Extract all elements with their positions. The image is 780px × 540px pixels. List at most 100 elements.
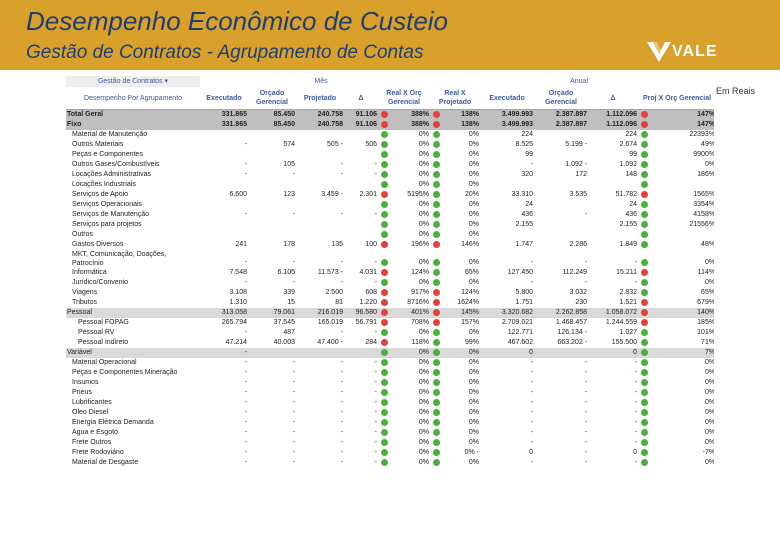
section-anual: Anual	[570, 77, 588, 85]
value-cell	[534, 180, 588, 190]
row-label: Lubrificantes	[72, 399, 112, 406]
status-cell	[638, 368, 650, 378]
value-cell: -	[584, 449, 588, 456]
status-green-icon	[640, 150, 648, 158]
status-green-icon	[432, 200, 440, 208]
status-cell	[430, 398, 442, 408]
value-cell: 608	[365, 289, 377, 296]
status-cell	[430, 220, 442, 230]
value-cell: 1.468.457	[555, 319, 588, 326]
value-cell: 3.499.993	[480, 120, 535, 130]
value-cell: 5195%	[407, 191, 429, 198]
value-cell: -	[292, 171, 295, 178]
status-cell	[638, 120, 651, 130]
value-cell: 0%	[418, 409, 429, 416]
value-cell: 0%	[418, 459, 429, 466]
status-green-icon	[640, 398, 648, 406]
value-cell: 6.600	[229, 191, 247, 198]
status-green-icon	[432, 448, 440, 456]
value-cell: 147%	[650, 120, 714, 130]
value-cell: 1.521	[619, 299, 638, 306]
status-red-icon	[432, 318, 440, 326]
row-label: Frete Outros	[72, 439, 112, 446]
table-row: Frete Outros - - - - 0% 0% - - - 0%	[66, 438, 714, 448]
value-cell: 124%	[461, 289, 480, 296]
status-cell	[378, 230, 390, 240]
value-cell	[344, 230, 378, 240]
value-cell: -	[244, 161, 247, 168]
col-orcado-anual: Orçado Gerencial	[534, 87, 589, 110]
value-cell	[534, 348, 589, 358]
value-cell: -	[340, 359, 343, 366]
value-cell	[344, 348, 378, 358]
value-cell: 2.709.021	[501, 319, 534, 326]
value-cell: 0%	[418, 141, 429, 148]
value-cell: 33.310	[511, 191, 534, 198]
value-cell: 0%	[418, 379, 429, 386]
status-red-icon	[432, 120, 440, 128]
value-cell: -	[374, 419, 377, 426]
value-cell	[296, 130, 344, 140]
status-green-icon	[640, 170, 648, 178]
value-cell: -7%	[702, 449, 714, 456]
value-cell: 3.320.682	[480, 308, 535, 318]
table-row: Fixo 331.865 85.450 240.758 91.106 388% 138% 3.…	[66, 120, 714, 130]
value-cell: -	[530, 259, 534, 266]
value-cell: 21556%	[689, 221, 714, 228]
value-cell: 0%	[442, 348, 481, 358]
value-cell: 0%	[704, 259, 714, 266]
value-cell: -	[634, 369, 638, 376]
status-green-icon	[380, 448, 388, 456]
value-cell: -	[584, 429, 588, 436]
status-green-icon	[380, 180, 388, 188]
value-cell: 15	[287, 299, 295, 306]
value-cell: -	[292, 459, 295, 466]
value-cell: 3.459 -	[321, 191, 343, 198]
table-row: Água e Esgoto - - - - 0% 0% - - - 0%	[66, 428, 714, 438]
value-cell: 124%	[411, 269, 429, 276]
status-cell	[378, 250, 390, 268]
status-cell	[430, 180, 442, 190]
value-cell: -	[530, 399, 534, 406]
status-green-icon	[380, 278, 388, 286]
status-green-icon	[640, 130, 648, 138]
value-cell: 1565%	[693, 191, 714, 198]
row-label: Outros Gases/Combustíveis	[72, 161, 160, 168]
value-cell	[200, 150, 248, 160]
value-cell: 506	[365, 141, 377, 148]
value-cell: -	[340, 329, 343, 336]
value-cell: 1.092 -	[565, 161, 588, 168]
value-cell: 0%	[468, 439, 480, 446]
value-cell: 185%	[697, 319, 714, 326]
status-red-icon	[380, 190, 388, 198]
status-cell	[430, 140, 442, 150]
status-cell	[430, 418, 442, 428]
status-green-icon	[432, 160, 440, 168]
value-cell: -	[374, 359, 377, 366]
status-green-icon	[380, 418, 388, 426]
filter-dropdown[interactable]: Gestão de Contratos ▾	[66, 76, 200, 87]
value-cell: -	[292, 439, 295, 446]
status-green-icon	[380, 130, 388, 138]
value-cell: -	[244, 409, 247, 416]
status-cell	[378, 428, 390, 438]
row-label: Variável	[66, 348, 200, 358]
value-cell: 0%	[418, 151, 429, 158]
value-cell: 155.500	[611, 339, 638, 346]
value-cell: -	[244, 419, 247, 426]
status-green-icon	[432, 398, 440, 406]
status-cell	[430, 120, 443, 130]
row-label: Gastos Diversos	[72, 241, 124, 248]
value-cell: 1.112.096	[588, 120, 639, 130]
row-label: Informática	[72, 269, 107, 276]
status-green-icon	[640, 220, 648, 228]
value-cell: 0%	[418, 419, 429, 426]
status-red-icon	[432, 298, 440, 306]
value-cell: 467.602	[507, 339, 534, 346]
status-cell	[378, 398, 390, 408]
table-row: Pneus - - - - 0% 0% - - - 0%	[66, 388, 714, 398]
status-cell	[430, 170, 442, 180]
value-cell: 708%	[411, 319, 429, 326]
value-cell: -	[374, 399, 377, 406]
status-cell	[638, 358, 650, 368]
